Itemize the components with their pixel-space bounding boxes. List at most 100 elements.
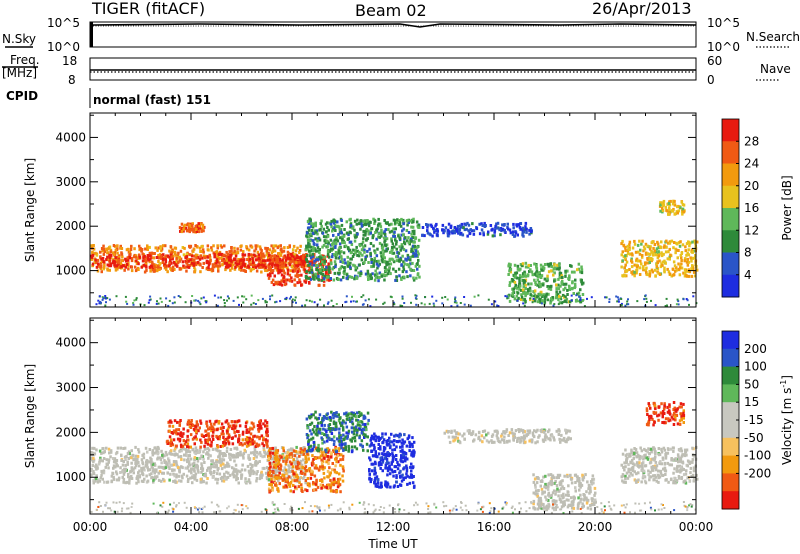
power-echo-cell — [482, 233, 485, 237]
power-echo-cell — [307, 244, 310, 248]
power-echo-cell — [323, 304, 325, 307]
power-echo-cell — [394, 238, 397, 242]
power-echo-cell — [264, 246, 267, 250]
power-echo-cell — [616, 296, 619, 299]
power-echo-cell — [361, 240, 365, 244]
velocity-echo-cell — [178, 439, 182, 443]
velocity-echo-cell — [342, 469, 345, 473]
power-echo-cell — [100, 257, 103, 261]
power-echo-cell — [680, 256, 683, 260]
power-echo-cell — [211, 269, 215, 272]
cpid-text: normal (fast) 151 — [93, 93, 211, 107]
power-echo-cell — [319, 269, 322, 273]
power-echo-cell — [412, 217, 415, 221]
velocity-echo-cell — [112, 466, 115, 470]
power-echo-cell — [106, 268, 109, 272]
velocity-echo-cell — [216, 445, 219, 449]
velocity-echo-cell — [314, 488, 318, 492]
power-echo-cell — [112, 261, 115, 265]
power-colorbar-tick: 8 — [744, 246, 752, 260]
velocity-echo-cell — [323, 476, 326, 480]
power-echo-cell — [558, 275, 561, 279]
velocity-echo-cell — [180, 449, 183, 453]
power-echo-cell — [583, 305, 586, 308]
velocity-echo-cell — [211, 459, 214, 463]
power-echo-cell — [293, 283, 296, 287]
power-echo-cell — [675, 268, 678, 272]
power-echo-cell — [247, 265, 251, 269]
velocity-echo-cell — [227, 464, 231, 468]
velocity-echo-cell — [209, 472, 213, 476]
power-echo-cell — [552, 304, 555, 307]
power-echo-cell — [508, 299, 512, 303]
power-echo-cell — [155, 302, 158, 305]
power-echo-cell — [685, 242, 689, 246]
velocity-echo-cell — [275, 469, 279, 473]
power-echo-cell — [375, 298, 378, 301]
power-echo-cell — [377, 222, 381, 226]
power-echo-cell — [560, 298, 563, 301]
power-echo-cell — [392, 218, 396, 222]
power-echo-cell — [370, 227, 374, 230]
power-echo-cell — [673, 269, 677, 273]
power-echo-cell — [187, 223, 191, 227]
power-echo-cell — [273, 254, 277, 258]
velocity-echo-cell — [99, 456, 102, 460]
power-echo-cell — [327, 221, 331, 225]
velocity-echo-cell — [347, 449, 350, 453]
velocity-echo-cell — [228, 455, 231, 459]
power-echo-cell — [308, 267, 311, 271]
power-echo-cell — [192, 263, 196, 267]
power-echo-cell — [543, 277, 547, 281]
power-echo-cell — [320, 224, 323, 228]
power-echo-cell — [651, 257, 654, 261]
velocity-echo-cell — [192, 424, 195, 427]
velocity-echo-cell — [211, 475, 215, 479]
velocity-echo-cell — [145, 459, 149, 463]
power-echo-cell — [647, 261, 650, 265]
power-echo-cell — [364, 299, 367, 302]
power-echo-cell — [194, 225, 198, 228]
power-echo-cell — [306, 238, 310, 242]
velocity-echo-cell — [285, 472, 288, 476]
power-echo-cell — [218, 253, 221, 256]
power-echo-cell — [351, 295, 353, 298]
power-echo-cell — [133, 253, 136, 257]
velocity-echo-cell — [316, 485, 320, 489]
power-echo-cell — [160, 300, 163, 303]
power-echo-cell — [550, 265, 554, 269]
velocity-echo-cell — [299, 450, 302, 454]
power-echo-cell — [651, 251, 654, 255]
velocity-echo-cell — [200, 470, 203, 474]
power-echo-cell — [310, 261, 314, 265]
power-echo-cell — [673, 203, 677, 207]
power-echo-cell — [399, 256, 402, 260]
power-echo-cell — [157, 302, 160, 305]
velocity-echo-cell — [317, 416, 320, 420]
velocity-echo-cell — [327, 426, 331, 430]
power-echo-cell — [547, 270, 551, 274]
power-echo-cell — [192, 230, 195, 234]
power-echo-cell — [295, 261, 298, 265]
power-echo-cell — [513, 280, 517, 284]
power-echo-cell — [140, 248, 144, 251]
power-echo-cell — [208, 253, 211, 257]
power-echo-cell — [536, 272, 539, 276]
power-echo-cell — [329, 238, 333, 242]
power-echo-cell — [335, 225, 338, 229]
power-echo-cell — [357, 254, 361, 258]
power-echo-cell — [407, 236, 410, 240]
velocity-echo-cell — [247, 443, 250, 447]
power-echo-cell — [616, 300, 619, 303]
velocity-echo-cell — [263, 449, 266, 453]
velocity-echo-cell — [307, 446, 311, 449]
power-echo-cell — [410, 225, 413, 229]
velocity-echo-cell — [337, 480, 340, 484]
power-echo-cell — [608, 298, 611, 301]
power-echo-cell — [658, 273, 662, 276]
power-echo-cell — [406, 223, 409, 227]
velocity-echo-cell — [278, 471, 281, 475]
velocity-echo-cell — [178, 469, 181, 473]
power-echo-cell — [507, 273, 510, 276]
power-echo-cell — [496, 304, 499, 307]
